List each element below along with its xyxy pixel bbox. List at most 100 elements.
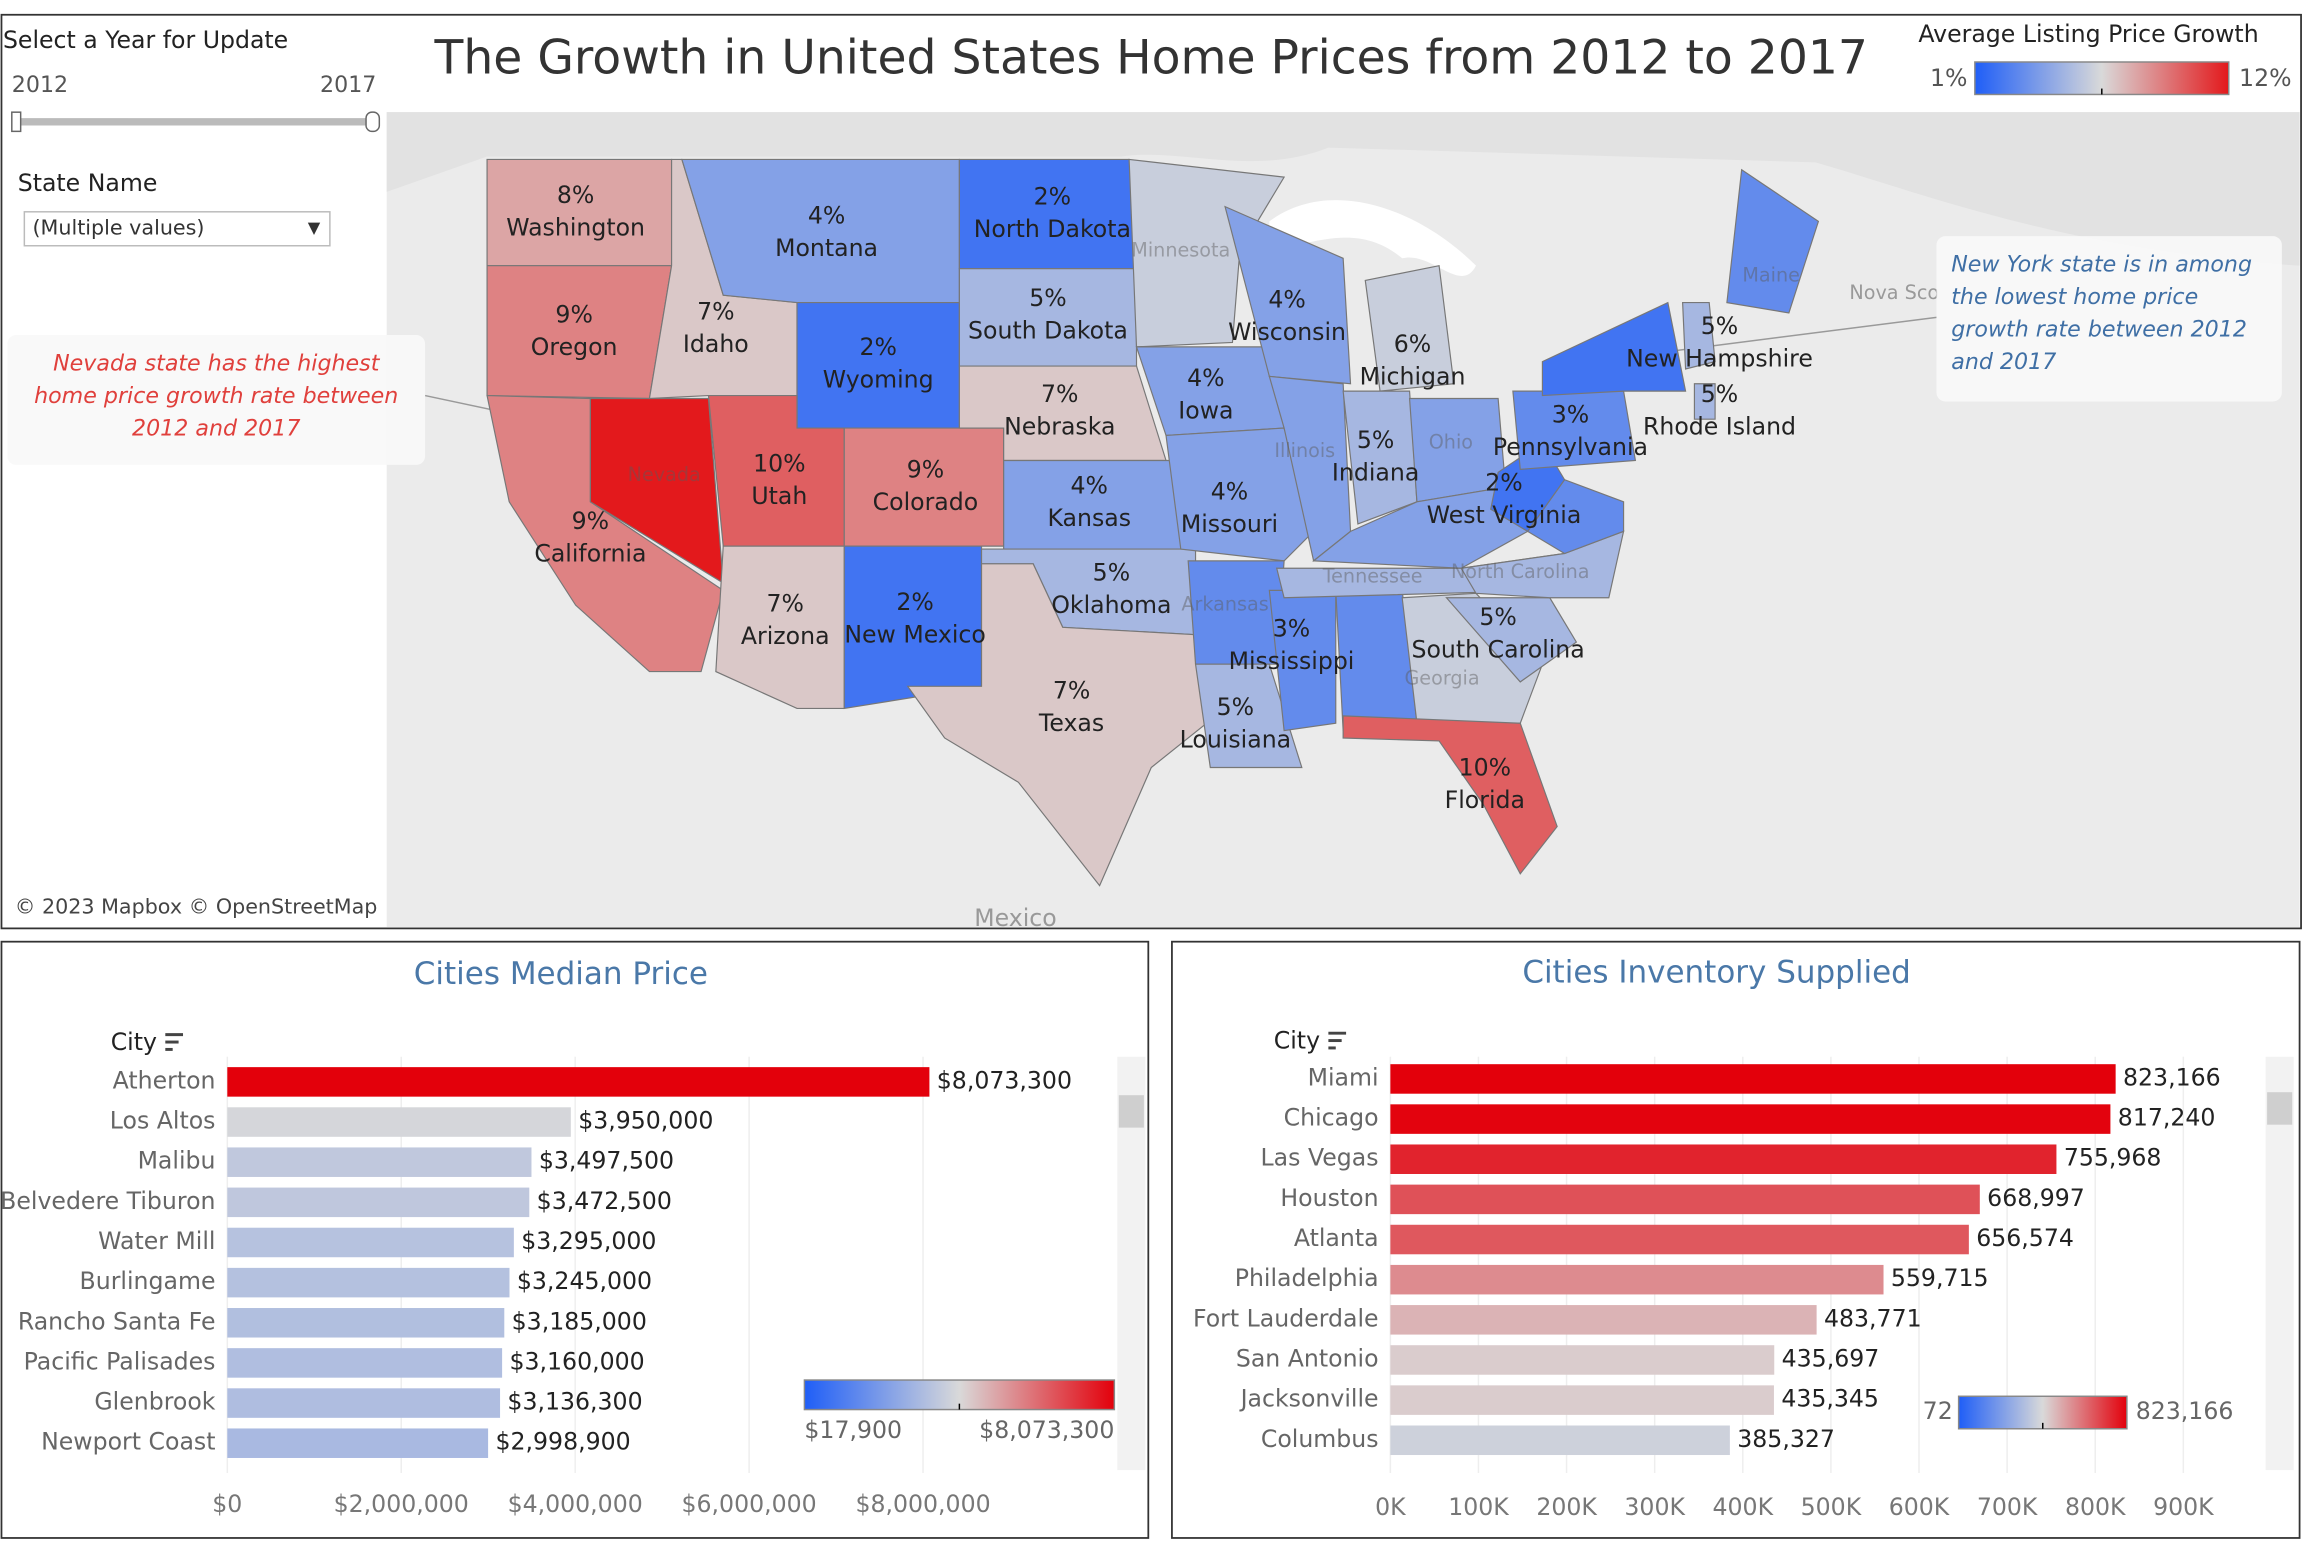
state-name: Nebraska — [1004, 413, 1115, 441]
state-name: Rhode Island — [1643, 413, 1796, 441]
state-value-label: 4% — [1211, 477, 1248, 505]
y-tick-label: Malibu — [138, 1147, 216, 1175]
state-name-faint: North Carolina — [1451, 560, 1590, 583]
state-name-faint: Tennessee — [1322, 565, 1423, 588]
basemap-canada — [386, 112, 2300, 266]
state-value-label: 5% — [1217, 693, 1254, 721]
state — [715, 545, 845, 710]
scrollbar-thumb[interactable] — [2267, 1092, 2293, 1125]
state-name: Pennsylvania — [1493, 433, 1648, 461]
state-value-label: 4% — [1268, 286, 1305, 314]
value-label: 817,240 — [2118, 1104, 2216, 1132]
state-name: South Carolina — [1411, 635, 1584, 663]
state-name: Idaho — [683, 330, 749, 358]
legend-label: $8,073,300 — [979, 1416, 1114, 1444]
state — [1128, 158, 1286, 348]
y-tick-label: Atlanta — [1294, 1224, 1379, 1252]
state-dropdown[interactable]: (Multiple values) ▼ — [23, 211, 331, 247]
year-filter-label: Select a Year for Update — [3, 26, 288, 54]
y-tick-label: Atherton — [113, 1066, 216, 1094]
value-label: 823,166 — [2123, 1063, 2221, 1091]
state-value-label: 3% — [1273, 615, 1310, 643]
state — [1194, 663, 1303, 769]
x-tick-label: 600K — [1889, 1493, 1950, 1521]
bar — [227, 1227, 514, 1258]
state-name-faint: Nevada — [628, 463, 701, 486]
state — [1726, 168, 1820, 314]
bar — [227, 1348, 503, 1378]
value-label: 755,968 — [2064, 1144, 2162, 1172]
legend-label: $17,900 — [804, 1416, 902, 1444]
year-slider[interactable] — [14, 118, 372, 126]
state-value-label: 4% — [1071, 472, 1108, 500]
y-tick-label: Newport Coast — [41, 1428, 215, 1456]
state-value-label: 5% — [1357, 426, 1394, 454]
x-tick-label: 300K — [1624, 1493, 1685, 1521]
value-label: 385,327 — [1737, 1425, 1835, 1453]
state-value-label: 2% — [1485, 469, 1522, 497]
y-tick-label: Houston — [1280, 1184, 1378, 1212]
legend-label: 72 — [1923, 1397, 1953, 1425]
state-name-faint: Maine — [1742, 264, 1800, 287]
scrollbar-thumb[interactable] — [1118, 1095, 1144, 1128]
state-name-faint: Georgia — [1404, 666, 1479, 689]
state-name: Louisiana — [1180, 725, 1291, 753]
state-name: New Mexico — [844, 621, 985, 649]
state — [1541, 301, 1687, 397]
state-name-faint: Illinois — [1274, 439, 1335, 462]
value-label: $8,073,300 — [937, 1066, 1072, 1094]
state-name: California — [534, 539, 646, 567]
state-value-label: 9% — [555, 300, 592, 328]
bar — [227, 1187, 530, 1218]
state-value-label: 3% — [1552, 401, 1589, 429]
value-label: $3,136,300 — [507, 1388, 642, 1416]
state-name-faint: Minnesota — [1131, 238, 1230, 261]
basemap-label: Nova Sco — [1849, 281, 1939, 304]
state-value-label: 5% — [1093, 559, 1130, 587]
state-name-faint: Ohio — [1429, 430, 1473, 453]
year-end: 2017 — [320, 72, 376, 98]
state — [1693, 383, 1716, 420]
state — [1165, 427, 1315, 562]
value-label: 656,574 — [1976, 1224, 2074, 1252]
state-value-label: 4% — [808, 201, 845, 229]
state-name: Utah — [751, 482, 807, 510]
basemap-label: Mexico — [974, 904, 1056, 932]
annotation: Nevada state has the highest home price … — [7, 335, 426, 465]
chart-title: Cities Median Price — [414, 956, 708, 992]
y-tick-label: Philadelphia — [1235, 1264, 1379, 1292]
state-value-label: 10% — [1459, 753, 1511, 781]
y-tick-label: Columbus — [1261, 1425, 1379, 1453]
bar — [227, 1067, 930, 1097]
state-value-label: 4% — [1187, 364, 1224, 392]
y-tick-label: Los Altos — [110, 1107, 216, 1135]
slider-handle[interactable] — [11, 111, 22, 133]
bar — [1390, 1184, 1980, 1215]
state — [1364, 264, 1455, 392]
y-tick-label: Las Vegas — [1261, 1144, 1379, 1172]
legend-gradient — [1957, 1395, 2128, 1430]
legend-min: 1% — [1930, 64, 1967, 92]
bar — [1390, 1425, 1730, 1456]
legend-label: 823,166 — [2136, 1397, 2234, 1425]
state-value-label: 10% — [753, 449, 805, 477]
state-name: Florida — [1445, 786, 1525, 814]
year-start: 2012 — [12, 72, 68, 98]
y-tick-label: Burlingame — [80, 1267, 216, 1295]
scrollbar[interactable] — [2265, 1056, 2294, 1471]
legend-title: Average Listing Price Growth — [1918, 20, 2258, 48]
legend-max: 12% — [2239, 64, 2291, 92]
state-name: West Virginia — [1427, 501, 1582, 529]
state-name: New Hampshire — [1626, 345, 1813, 373]
y-tick-label: Water Mill — [98, 1227, 215, 1255]
state-value-label: 5% — [1029, 284, 1066, 312]
basemap-lakes — [1269, 200, 1476, 276]
state-value-label: 9% — [572, 507, 609, 535]
state-value-label: 7% — [766, 590, 803, 618]
y-tick-label: San Antonio — [1236, 1344, 1379, 1372]
value-label: 435,345 — [1781, 1385, 1879, 1413]
y-tick-label: Miami — [1308, 1063, 1379, 1091]
slider-handle[interactable] — [365, 111, 381, 133]
value-label: $3,472,500 — [537, 1187, 672, 1215]
